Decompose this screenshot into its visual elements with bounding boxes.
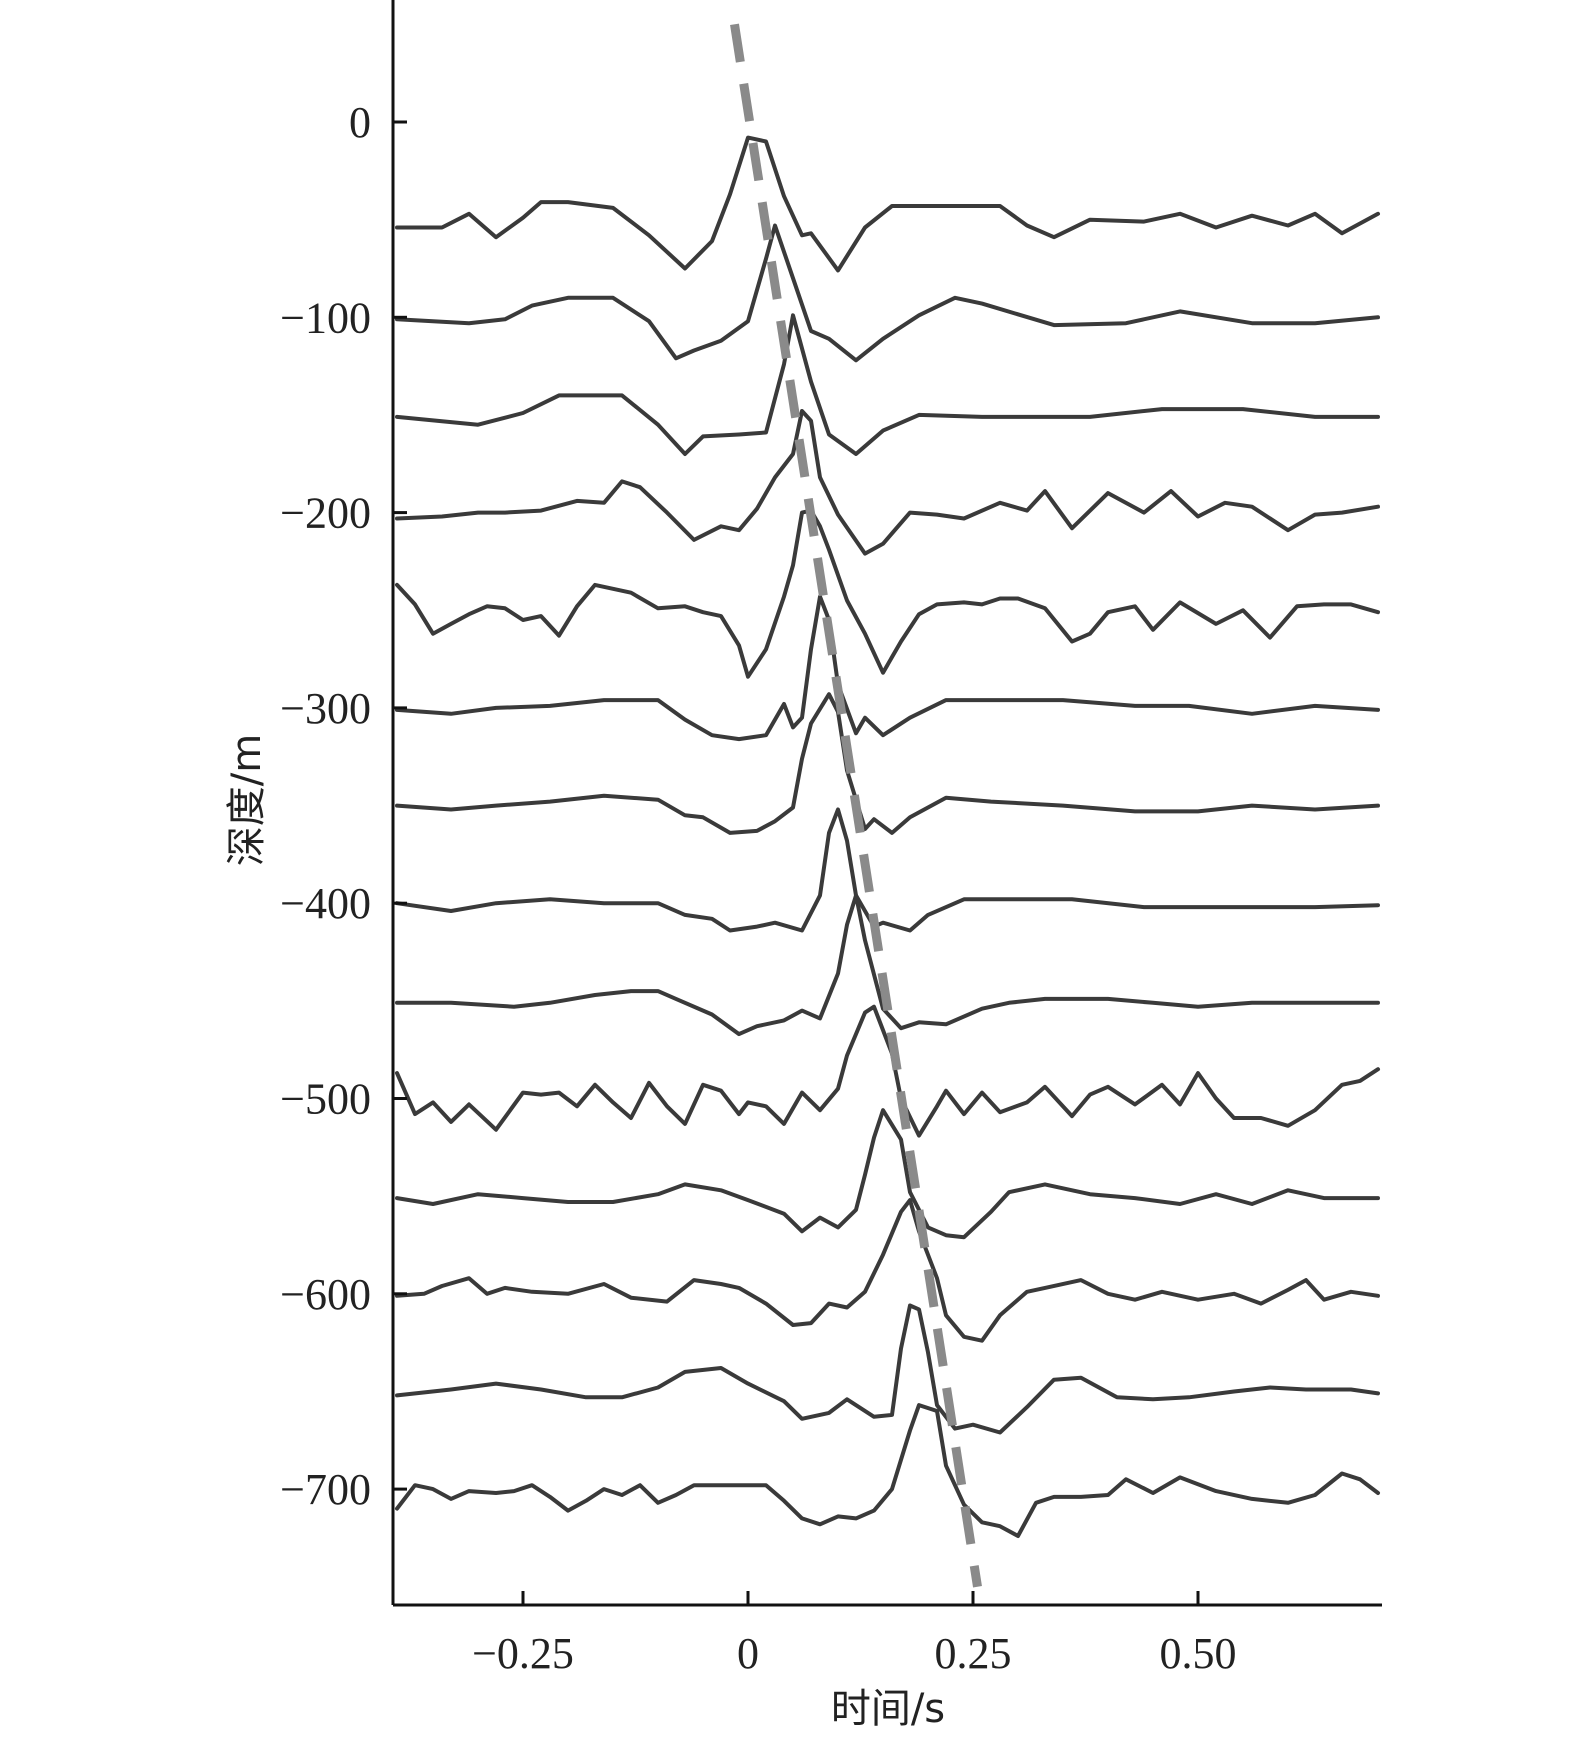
trace-1 xyxy=(395,135,1380,273)
y-tick-label: −700 xyxy=(280,1465,371,1514)
trace-12 xyxy=(395,1198,1380,1343)
trace-14 xyxy=(395,1403,1380,1538)
y-tick-label: −600 xyxy=(280,1270,371,1319)
trace-13 xyxy=(395,1303,1380,1435)
trace-8 xyxy=(395,807,1380,933)
x-axis-title: 时间/s xyxy=(831,1686,945,1732)
trace-9 xyxy=(395,893,1380,1037)
trace-11 xyxy=(395,1108,1380,1240)
y-tick-label: −500 xyxy=(280,1075,371,1124)
x-tick-label: 0.50 xyxy=(1160,1629,1237,1678)
y-tick-label: −400 xyxy=(280,879,371,928)
traces-group xyxy=(395,135,1380,1538)
trace-2 xyxy=(395,223,1380,363)
trace-7 xyxy=(395,692,1380,835)
trace-3 xyxy=(395,313,1380,456)
trace-5 xyxy=(395,508,1380,679)
x-tick-label: −0.25 xyxy=(472,1629,574,1678)
x-tick-label: 0.25 xyxy=(935,1629,1012,1678)
y-tick-label: −300 xyxy=(280,684,371,733)
moveout-dashed-line xyxy=(730,23,982,1588)
y-tick-label: 0 xyxy=(349,98,371,147)
y-ticks-group: 0 −100 −200 −300 −400 −500 −600 −700 xyxy=(280,98,407,1514)
trace-10 xyxy=(395,1004,1380,1138)
x-ticks-group: −0.25 0 0.25 0.50 xyxy=(472,1591,1237,1678)
x-tick-label: 0 xyxy=(737,1629,759,1678)
y-axis-title: 深度/m xyxy=(224,734,270,866)
trace-6 xyxy=(395,594,1380,742)
y-tick-label: −200 xyxy=(280,489,371,538)
axes-group xyxy=(391,0,1382,1607)
y-tick-label: −100 xyxy=(280,293,371,342)
trace-4 xyxy=(395,409,1380,556)
